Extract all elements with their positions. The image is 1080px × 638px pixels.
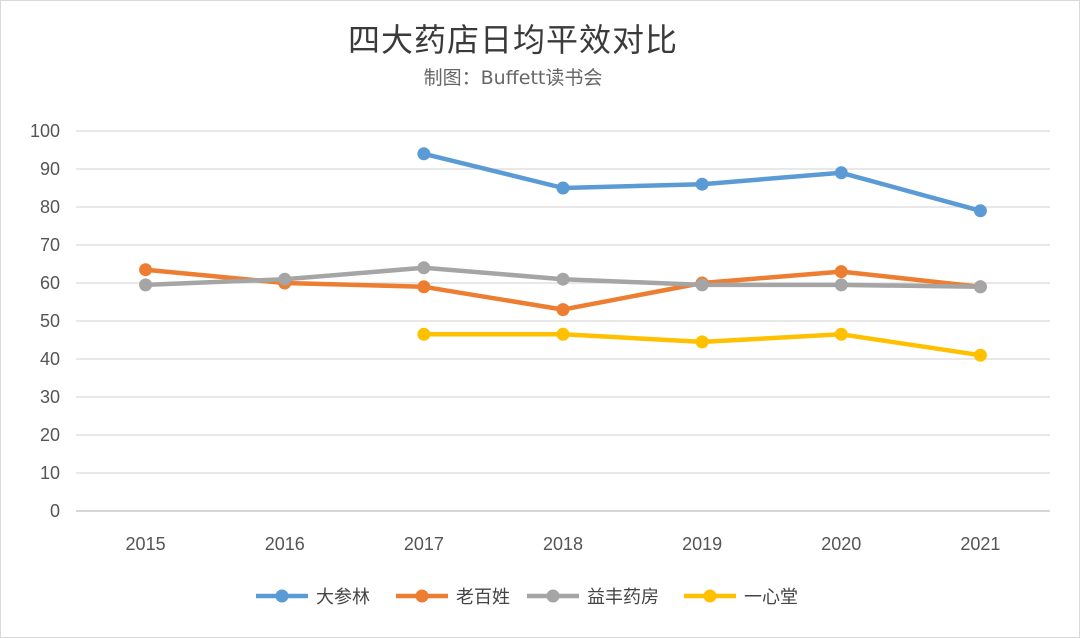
legend-item: 大参林 <box>256 587 370 608</box>
series-1 <box>139 263 987 317</box>
legend-label: 一心堂 <box>744 587 798 608</box>
y-tick-label: 0 <box>50 501 60 521</box>
y-tick-label: 70 <box>40 235 60 255</box>
data-point <box>139 263 153 277</box>
chart-title: 四大药店日均平效对比 <box>347 21 678 59</box>
data-point <box>556 303 570 317</box>
series-3 <box>417 327 987 362</box>
legend-item: 一心堂 <box>684 587 798 608</box>
data-point <box>973 348 987 362</box>
x-tick-label: 2017 <box>404 534 444 554</box>
data-point <box>695 177 709 191</box>
x-tick-label: 2015 <box>126 534 166 554</box>
series-group <box>139 147 987 362</box>
y-tick-label: 100 <box>30 121 60 141</box>
data-point <box>417 147 431 161</box>
data-point <box>834 166 848 180</box>
legend-swatch-marker <box>275 589 289 603</box>
data-point <box>973 280 987 294</box>
x-tick-label: 2020 <box>821 534 861 554</box>
gridlines <box>76 130 1050 512</box>
legend: 大参林 老百姓 益丰药房 一心堂 <box>256 587 798 608</box>
y-tick-label: 10 <box>40 463 60 483</box>
data-point <box>834 265 848 279</box>
y-tick-label: 60 <box>40 273 60 293</box>
data-point <box>139 278 153 292</box>
chart-subtitle: 制图：Buffett读书会 <box>423 67 603 89</box>
data-point <box>556 181 570 195</box>
legend-item: 益丰药房 <box>527 587 659 608</box>
data-point <box>278 272 292 286</box>
legend-swatch-marker <box>546 589 560 603</box>
y-tick-label: 20 <box>40 425 60 445</box>
data-point <box>417 261 431 275</box>
x-tick-label: 2016 <box>265 534 305 554</box>
data-point <box>973 204 987 218</box>
y-tick-label: 50 <box>40 311 60 331</box>
legend-item: 老百姓 <box>396 587 510 608</box>
y-tick-label: 30 <box>40 387 60 407</box>
y-axis-ticks: 0 10 20 30 40 50 60 70 80 90 100 <box>30 121 60 521</box>
data-point <box>834 327 848 341</box>
legend-swatch-marker <box>703 589 717 603</box>
y-tick-label: 40 <box>40 349 60 369</box>
x-axis-ticks: 2015 2016 2017 2018 2019 2020 2021 <box>126 534 1001 554</box>
series-2 <box>139 261 987 294</box>
data-point <box>556 272 570 286</box>
x-tick-label: 2021 <box>960 534 1000 554</box>
data-point <box>834 278 848 292</box>
y-tick-label: 80 <box>40 197 60 217</box>
legend-label: 大参林 <box>316 587 370 608</box>
data-point <box>695 278 709 292</box>
x-tick-label: 2018 <box>543 534 583 554</box>
data-point <box>417 280 431 294</box>
data-point <box>417 327 431 341</box>
data-point <box>695 335 709 349</box>
data-point <box>556 327 570 341</box>
legend-swatch-marker <box>415 589 429 603</box>
legend-label: 益丰药房 <box>587 587 659 608</box>
legend-label: 老百姓 <box>456 587 510 608</box>
y-tick-label: 90 <box>40 159 60 179</box>
series-0 <box>417 147 987 218</box>
x-tick-label: 2019 <box>682 534 722 554</box>
